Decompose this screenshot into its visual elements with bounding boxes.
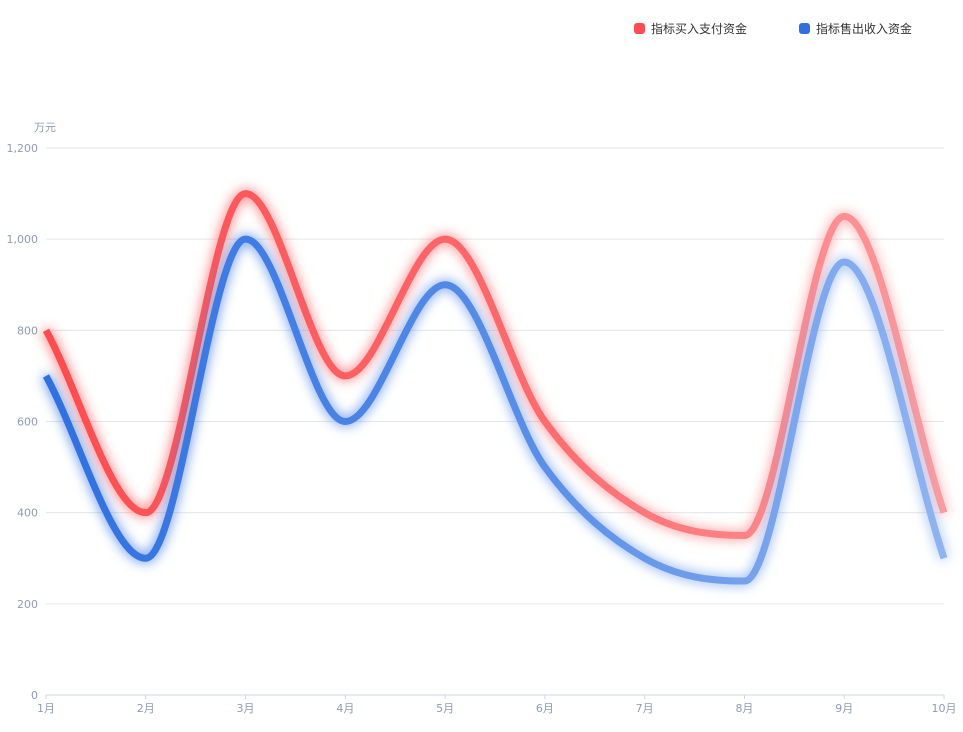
x-tick-label: 2月 [137,702,155,715]
data-point[interactable] [841,213,847,219]
legend: 指标买入支付资金 指标售出收入资金 [634,20,912,37]
data-point[interactable] [542,419,548,425]
data-point[interactable] [741,532,747,538]
grid-lines [46,147,944,696]
data-point[interactable] [143,555,149,561]
y-tick-label: 0 [31,689,38,702]
series-line-sell[interactable] [42,235,948,585]
x-tick-label: 1月 [37,702,55,715]
data-point[interactable] [741,578,747,584]
data-point[interactable] [43,327,49,333]
y-tick-label: 200 [17,598,38,611]
x-tick-label: 5月 [436,702,454,715]
legend-swatch-sell [799,23,811,34]
data-point[interactable] [442,236,448,242]
legend-label-sell: 指标售出收入资金 [816,22,913,36]
x-tick-label: 6月 [536,702,554,715]
data-point[interactable] [243,236,249,242]
y-tick-label: 1,200 [7,142,39,155]
legend-label-buy: 指标买入支付资金 [651,22,748,36]
data-point[interactable] [642,555,648,561]
data-point[interactable] [43,373,49,379]
y-tick-label: 600 [17,416,38,429]
y-tick-label: 1,000 [7,233,39,246]
data-point[interactable] [342,373,348,379]
x-tick-label: 10月 [932,702,957,715]
legend-item-buy[interactable]: 指标买入支付资金 [634,20,747,37]
data-point[interactable] [442,282,448,288]
data-point[interactable] [642,510,648,516]
x-tick-label: 7月 [636,702,654,715]
legend-swatch-buy [634,23,645,34]
x-tick-label: 9月 [835,702,853,715]
data-point[interactable] [243,191,249,197]
series-lines [42,190,948,585]
x-tick-label: 3月 [237,702,255,715]
series-line-buy[interactable] [42,190,948,539]
x-tick-label: 8月 [735,702,753,715]
y-tick-label: 800 [17,324,38,337]
data-point[interactable] [542,464,548,470]
data-point[interactable] [941,555,947,561]
y-tick-label: 400 [17,507,38,520]
y-axis-unit: 万元 [34,121,56,134]
data-point[interactable] [841,259,847,265]
data-point[interactable] [143,510,149,516]
data-point[interactable] [342,419,348,425]
x-tick-label: 4月 [336,702,354,715]
legend-item-sell[interactable]: 指标售出收入资金 [799,20,912,37]
axes: 0 200 400 600 800 1,000 1,200 1月 2月 3月 4月 5月 6月 7月 8月 9… [7,142,957,715]
data-point[interactable] [941,510,947,516]
